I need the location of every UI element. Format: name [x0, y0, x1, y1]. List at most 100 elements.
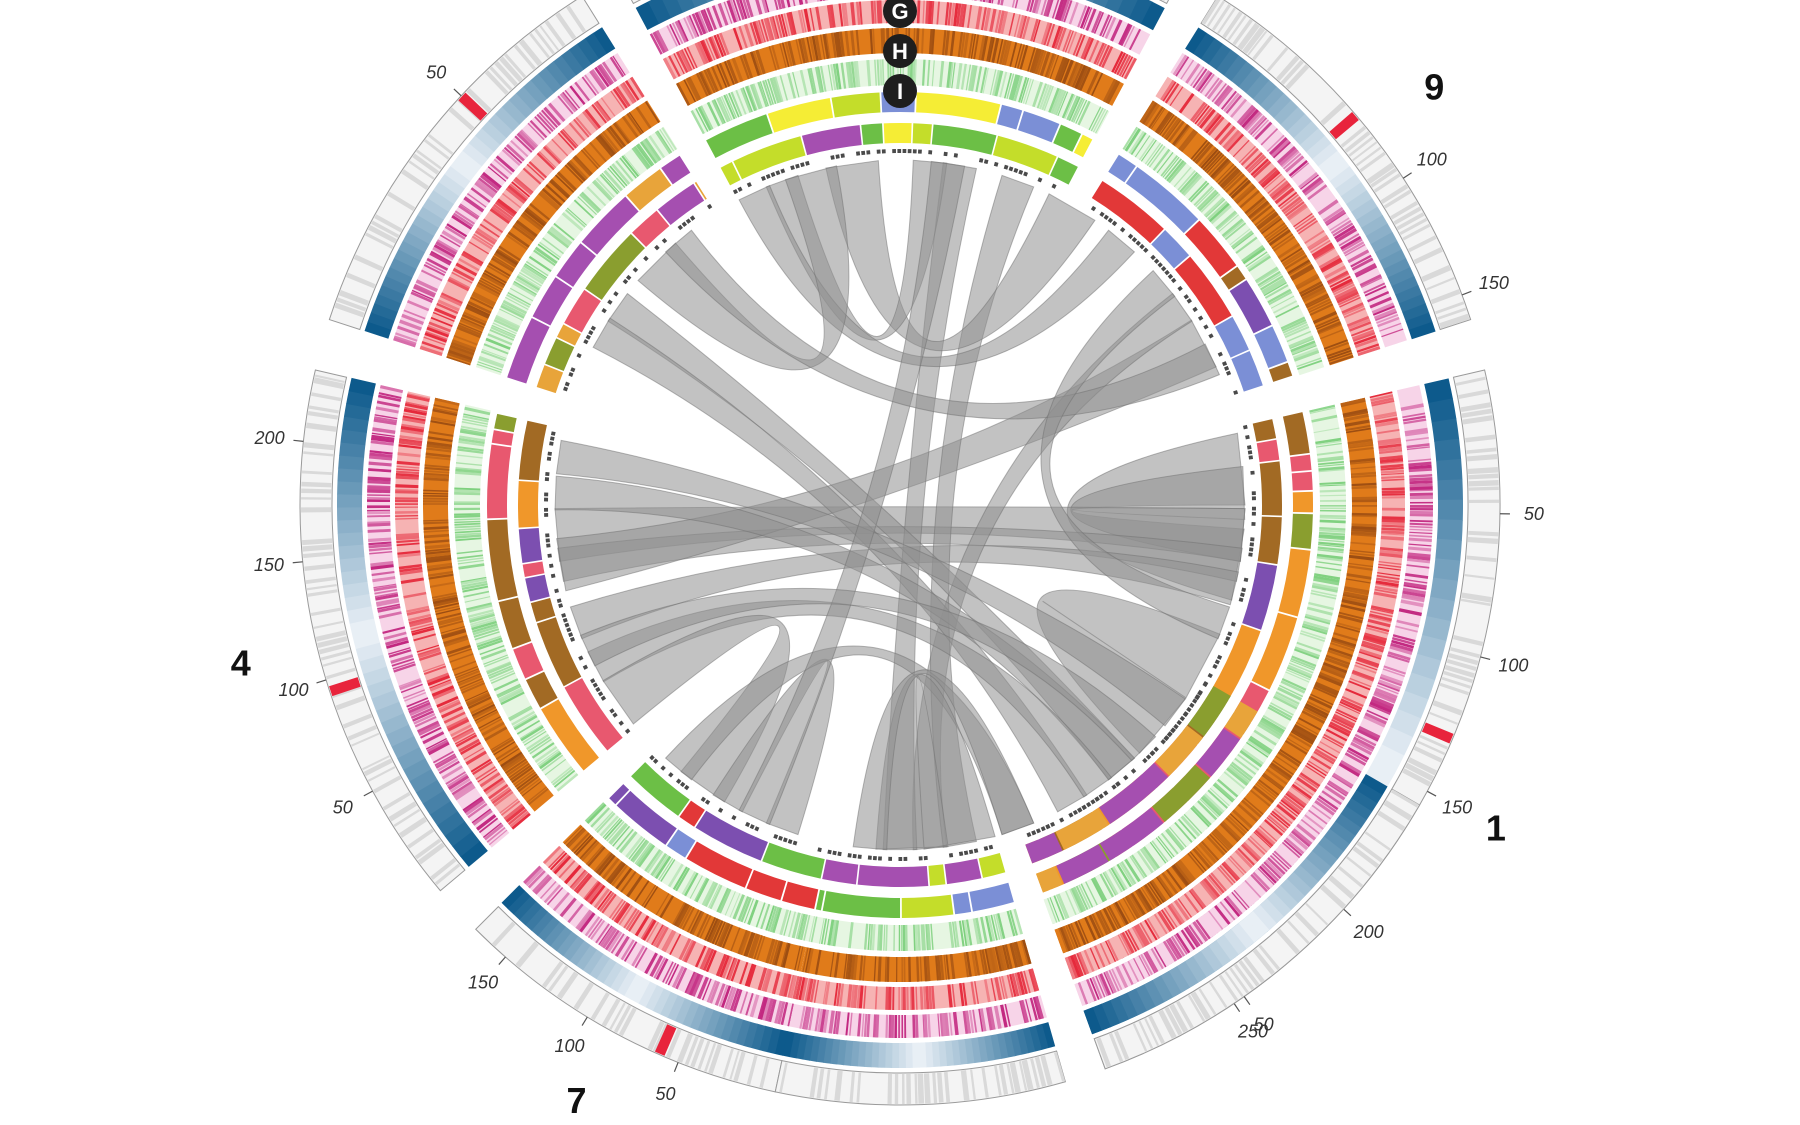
ideogram-band [414, 838, 442, 860]
red-track-stripe [1000, 11, 1008, 35]
green-track-stripe [985, 915, 993, 942]
magenta-track-stripe [367, 494, 391, 497]
green-track-stripe [992, 69, 1001, 96]
ideogram-band [834, 1070, 843, 1101]
brown-track-stripe [601, 131, 620, 153]
red-track-stripe [879, 0, 883, 24]
magenta-track-stripe [367, 522, 391, 527]
magenta-track-stripe [1194, 70, 1211, 91]
magenta-track-stripe [417, 720, 440, 734]
marker-tick [917, 149, 922, 154]
green-track-stripe [462, 415, 489, 423]
magenta-track-stripe [701, 978, 712, 1001]
synteny-segment [1056, 844, 1109, 884]
magenta-track-stripe [454, 784, 476, 801]
red-track-stripe [1357, 346, 1381, 357]
green-track-stripe [506, 294, 530, 308]
magenta-track-stripe [1213, 84, 1231, 105]
brown-track-stripe [979, 949, 986, 975]
marker-tick [832, 850, 837, 856]
magenta-track-stripe [1391, 636, 1415, 646]
green-track-stripe [1039, 84, 1050, 110]
red-track-stripe [558, 860, 576, 879]
brown-track-stripe [1088, 914, 1102, 939]
green-track-stripe [774, 76, 784, 102]
magenta-track-stripe [979, 0, 983, 2]
green-track-stripe [755, 902, 766, 928]
red-track-stripe [1368, 616, 1392, 623]
green-track-stripe [539, 241, 562, 259]
brown-track-stripe [423, 502, 449, 505]
blue-track-cell [697, 1006, 714, 1034]
ideogram-band [489, 66, 513, 91]
brown-track-stripe [541, 188, 563, 207]
brown-track-stripe [1291, 266, 1315, 281]
magenta-track-stripe [1338, 762, 1361, 778]
ideogram-band [1018, 1061, 1028, 1091]
ideogram-band [1356, 841, 1384, 863]
magenta-track-stripe [1408, 543, 1432, 547]
ideogram-band [1340, 126, 1367, 148]
marker-tick [1145, 754, 1152, 760]
blue-track-cell [898, 1042, 906, 1068]
marker-tick [661, 237, 668, 244]
magenta-track-stripe [939, 1013, 944, 1037]
brown-track-stripe [928, 28, 934, 55]
ideogram-band [373, 775, 402, 794]
red-track-stripe [1258, 167, 1278, 185]
red-track-stripe [1139, 922, 1153, 944]
magenta-track-stripe [1128, 28, 1142, 51]
red-track-stripe [962, 982, 968, 1006]
marker-tick [549, 436, 555, 441]
ideogram-band [305, 422, 337, 432]
red-track-stripe [463, 747, 484, 761]
brown-track-stripe [635, 106, 652, 129]
blue-track-cell [352, 630, 380, 650]
red-track-stripe [1188, 889, 1204, 910]
brown-track-stripe [1223, 171, 1243, 191]
brown-track-stripe [1312, 310, 1338, 324]
red-track-stripe [526, 163, 545, 181]
brown-track-stripe [1173, 862, 1192, 885]
green-track-stripe [1317, 455, 1344, 462]
red-track-stripe [1270, 812, 1289, 829]
red-track-stripe [542, 845, 562, 865]
synteny-segment [1282, 412, 1310, 456]
magenta-track-stripe [1367, 291, 1390, 303]
green-track-stripe [1032, 81, 1044, 108]
brown-track-stripe [608, 125, 626, 148]
magenta-track-stripe [1401, 593, 1425, 601]
green-track-stripe [1304, 616, 1331, 625]
red-track-stripe [730, 959, 741, 982]
synteny-segment [494, 413, 517, 433]
ideogram-band [894, 1073, 899, 1104]
green-track-stripe [601, 172, 620, 193]
green-track-stripe [1047, 897, 1058, 923]
ideogram-marker [1421, 722, 1454, 744]
green-track-stripe [767, 78, 777, 105]
marker-tick [1072, 809, 1078, 816]
blue-track-cell [422, 790, 451, 815]
red-track-stripe [803, 8, 812, 32]
blue-track-cell [706, 0, 715, 3]
brown-track-stripe [1294, 724, 1318, 739]
marker-tick [737, 186, 743, 192]
magenta-track-stripe [534, 875, 553, 895]
red-track-stripe [1333, 713, 1356, 727]
magenta-track-stripe [367, 521, 391, 524]
green-track-stripe [1166, 160, 1185, 182]
red-track-stripe [1127, 929, 1140, 951]
red-track-stripe [967, 4, 973, 28]
red-track-stripe [490, 787, 511, 802]
ideogram-band [1108, 1033, 1124, 1063]
brown-track-stripe [1189, 851, 1207, 872]
brown-track-stripe [1324, 657, 1350, 669]
ideogram-band [1461, 408, 1492, 418]
red-track-stripe [483, 777, 504, 793]
marker-tick [546, 543, 551, 548]
magenta-track-stripe [822, 1009, 830, 1033]
brown-track-stripe [621, 115, 639, 138]
magenta-track-stripe [543, 106, 562, 126]
ideogram-band [315, 630, 347, 642]
brown-track-stripe [935, 955, 939, 981]
